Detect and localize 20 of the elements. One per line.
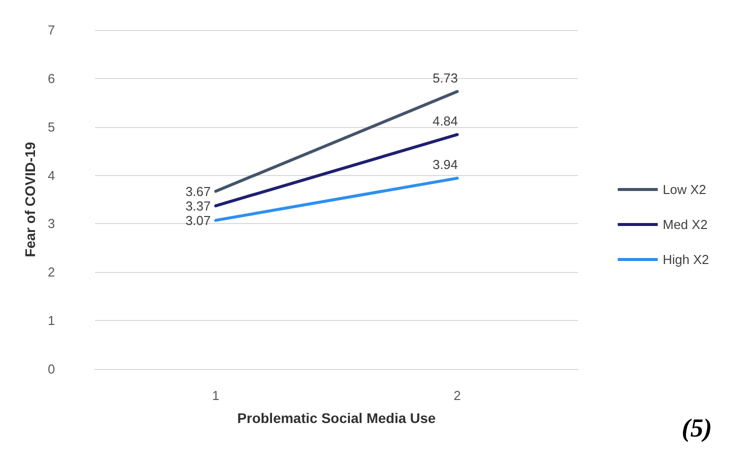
- text: (5): [682, 414, 712, 442]
- y-tick-label: 7: [48, 22, 55, 38]
- y-tick-label: 0: [48, 362, 55, 376]
- legend-label: Low X2: [662, 182, 706, 197]
- y-tick-label: 6: [48, 70, 55, 86]
- data-label: 4.84: [432, 114, 458, 129]
- data-label: 3.67: [185, 184, 211, 199]
- data-label: 3.94: [432, 157, 458, 172]
- y-axis-title: Fear of COVID-19: [22, 142, 38, 258]
- data-label: 3.07: [185, 212, 211, 228]
- legend-label: High X2: [662, 252, 709, 267]
- y-tick-label: 1: [48, 313, 55, 328]
- data-label: 3.37: [185, 198, 211, 214]
- data-label: 5.73: [432, 70, 458, 86]
- x-axis-title: Problematic Social Media Use: [237, 410, 436, 426]
- y-tick-label: 2: [48, 264, 55, 280]
- y-tick-label: 3: [48, 216, 55, 232]
- y-tick-label: 5: [48, 119, 55, 134]
- legend-label: Med X2: [662, 217, 708, 232]
- y-tick-label: 4: [48, 168, 55, 183]
